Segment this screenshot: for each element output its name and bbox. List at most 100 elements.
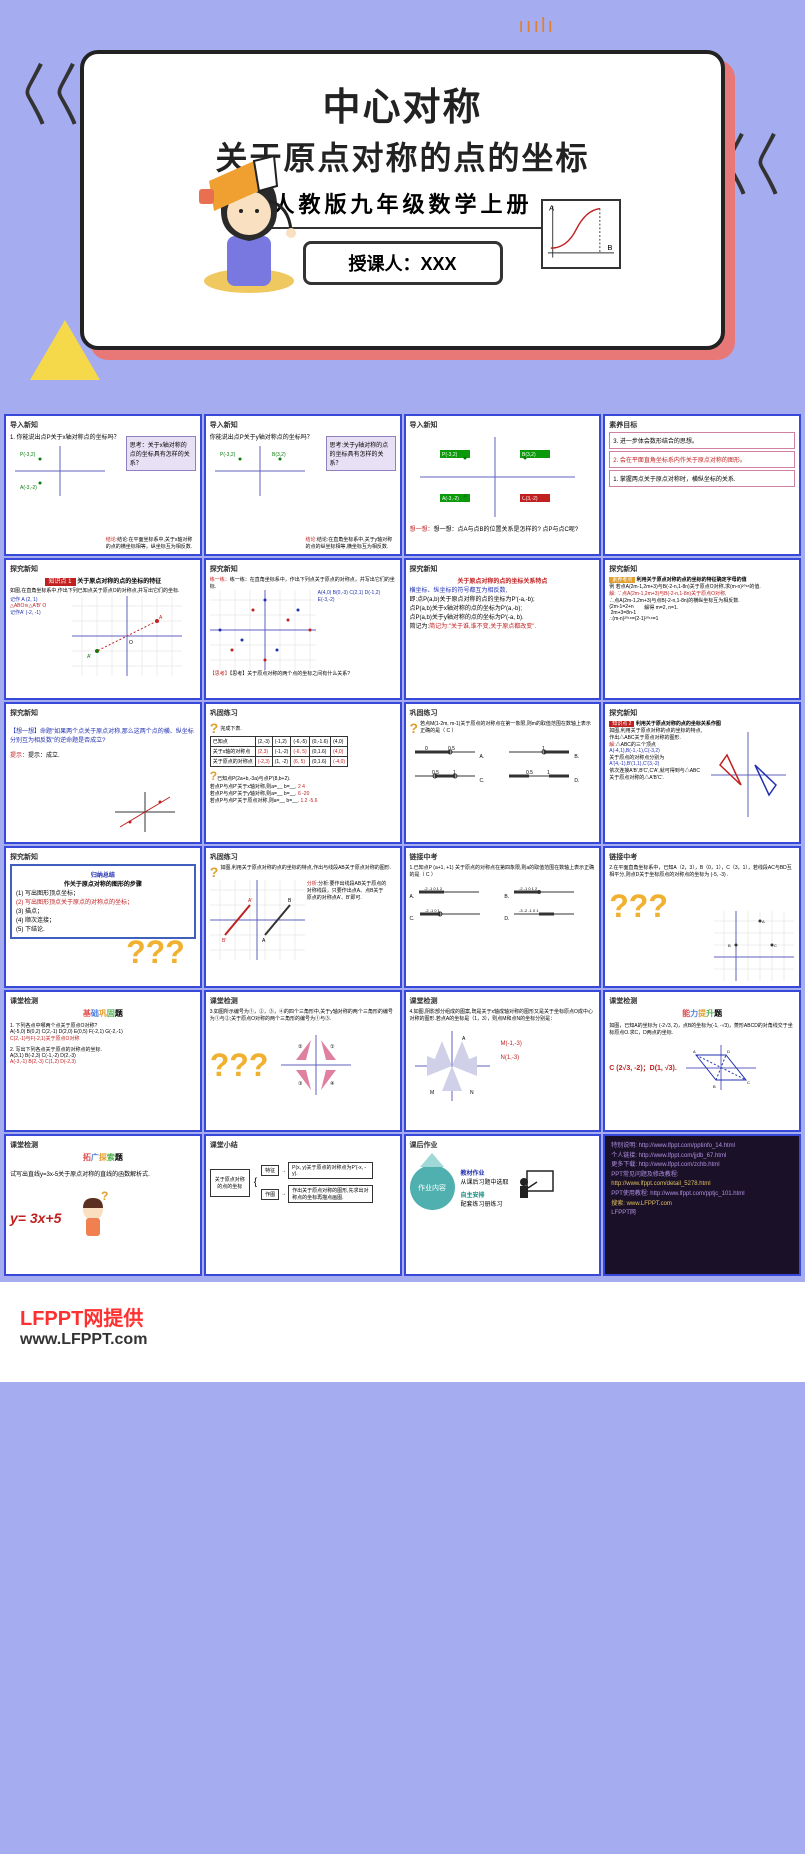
- svg-text:P(-3,2): P(-3,2): [220, 452, 236, 458]
- section-title: 能力提升题: [609, 1008, 795, 1019]
- goal: 1. 掌握两点关于原点对称时，横纵坐标的关系.: [609, 470, 795, 487]
- think-box: 思考：关于x轴对称的点的坐标具有怎样的关系？: [126, 436, 196, 471]
- svg-text:B: B: [728, 943, 731, 948]
- slide: 探究新知 【想一想】命题"如果两个点关于原点对称,那么这两个点的横、纵坐标分别互…: [4, 702, 202, 844]
- text: 如图,利用关于原点对称的点的坐标的特点,作出△ABC关于原点对称的图形.: [609, 727, 704, 741]
- text: 若点M(1-2m, m-1)关于原点的对称点在第一象限,则m的取值范围在数轴上表…: [420, 720, 595, 736]
- svg-text:P(-3,2): P(-3,2): [20, 452, 36, 458]
- think-text: 想一想：想一想：点A与点B的位置关系是怎样的? 点P与点C呢?: [410, 524, 596, 533]
- coord-chart: P(-3,2) B(3,2): [210, 441, 310, 501]
- analysis: 分析:分析:要作出线段AB关于原点的对称线段，只要作出点A、点B关于原点的对称点…: [307, 880, 387, 960]
- slide: 探究新知 归纳总结 作关于原点对称的图形的步骤 (1) 写出图形顶点坐标； (2…: [4, 846, 202, 988]
- step: (1) 写出图形顶点坐标；: [16, 888, 190, 897]
- hero-banner: ııılı 〳〵〳〵 〳〵〳〵 〳〵〳〵 :::::: 中心对称 关于原点对称的…: [0, 0, 805, 410]
- coord-chart: [706, 727, 791, 822]
- slide-heading: 课后作业: [410, 1140, 596, 1150]
- slide: 链接中考 1.已知点P (a+1, +1) 关于原点的对称点在第四象限,则a的取…: [404, 846, 602, 988]
- svg-text:-2 -1 0 1 2: -2 -1 0 1 2: [519, 886, 538, 891]
- text: 练一练：练一练：在直角坐标系中，作出下列点关于原点的对称点，并写出它们的坐标.: [210, 576, 396, 590]
- title: 关于原点对称的点的坐标关系特点: [410, 576, 596, 585]
- slide: 巩固练习 ?若点M(1-2m, m-1)关于原点的对称点在第一象限,则m的取值范…: [404, 702, 602, 844]
- svg-text:N: N: [470, 1090, 474, 1096]
- data-table: 已知点(2,-3)(-1,2)(-6,-5)(0,-1.6)(4,0) 关于x轴…: [210, 736, 348, 767]
- svg-text:B(3,2): B(3,2): [272, 452, 286, 458]
- text: 即:点P(a,b)关于原点对称的点的坐标为P'(-a,-b);: [410, 594, 596, 603]
- thinking-boy-icon: ?: [71, 1190, 116, 1245]
- question-icon: ?: [210, 864, 219, 880]
- box-title: 归纳总结: [16, 870, 190, 879]
- slide-heading: 素养目标: [609, 420, 795, 430]
- teacher-icon: [515, 1168, 555, 1208]
- svg-text:C: C: [747, 1080, 750, 1085]
- slide-heading: 导入新知: [10, 420, 196, 430]
- text: 解: ∵点A(2m-1,2m+3)与B(-2-n,1-8n)关于原点O对称,: [609, 590, 795, 597]
- title: 作关于原点对称的图形的步骤: [16, 879, 190, 888]
- answer: N(1,-3): [501, 1055, 522, 1061]
- svg-text:④: ④: [330, 1081, 335, 1087]
- coord-chart: ① ② ③ ④: [276, 1030, 356, 1100]
- coord-chart: P(-3,2) B(3,2) A(-3,-2) C(3,-2): [410, 432, 580, 522]
- slide-heading: 链接中考: [410, 852, 596, 862]
- link-text: 特别说明: http://www.lfppt.com/pptinfo_14.ht…: [611, 1142, 793, 1152]
- section-title: 拓广探索题: [10, 1152, 196, 1163]
- svg-text:①: ①: [330, 1044, 335, 1050]
- slide: 课堂检测 能力提升题 如图，已知A的坐标为 (-2√3, 2)，点B的坐标为(-…: [603, 990, 801, 1132]
- text: 试写出直线y=3x-5关于原点对称的直线的函数解析式.: [10, 1169, 196, 1178]
- text: 如图,在直角坐标系中,作出下列已知点关于原点O的对称点,并写出它们的坐标.: [10, 587, 196, 594]
- coord-chart: A A' O: [72, 596, 182, 676]
- svg-text:M: M: [430, 1090, 434, 1096]
- goal: 2. 会在平面直角坐标系内作关于原点对称的图形。: [609, 451, 795, 468]
- svg-text:O: O: [129, 640, 133, 646]
- slide: 课堂检测 3.如图所示编号为①，②，③，④的四个三角形中,关于y轴对称的两个三角…: [204, 990, 402, 1132]
- svg-text:③: ③: [298, 1081, 303, 1087]
- text: 教材作业: [461, 1168, 509, 1177]
- zigzag-icon: 〳〵〳〵: [20, 70, 84, 116]
- slide: 巩固练习 ?完成下表. 已知点(2,-3)(-1,2)(-6,-5)(0,-1.…: [204, 702, 402, 844]
- slide: 导入新知 P(-3,2) B(3,2) A(-3,-2) C(3,-2) 想一想…: [404, 414, 602, 556]
- goal: 3. 进一步体会数形结合的思想。: [609, 432, 795, 449]
- slide-links: 特别说明: http://www.lfppt.com/pptinfo_14.ht…: [603, 1134, 801, 1276]
- svg-text:0.5: 0.5: [448, 746, 455, 752]
- text: 若点P与点P'关于y轴对称,则a=__ b=__. 6 -20: [210, 790, 396, 797]
- text: 配套练习册练习: [461, 1199, 509, 1208]
- slide: 课堂检测 拓广探索题 试写出直线y=3x-5关于原点对称的直线的函数解析式. y…: [4, 1134, 202, 1276]
- question-marks-icon: ???: [210, 1047, 269, 1084]
- answer: C (2√3, -2)；D(1, √3).: [609, 1063, 677, 1073]
- option: 0.51D.: [504, 764, 595, 784]
- link-text: http://www.lfppt.com/detail_5278.html: [611, 1180, 793, 1190]
- text: 从课后习题中选取: [461, 1177, 509, 1186]
- text: 依次连接A'B',B'C',C'A',就可得到与△ABC关于原点对称的△A'B'…: [609, 767, 704, 781]
- text: 记作 A (2, 1): [10, 596, 70, 603]
- diagram: [105, 787, 185, 837]
- answer: y= 3x+5: [10, 1210, 61, 1226]
- slide-heading: 巩固练习: [210, 852, 396, 862]
- answer: A(-3,-1) B(2,-3) C(1,2) D(-2,3): [10, 1059, 196, 1065]
- svg-text:②: ②: [298, 1044, 303, 1050]
- text: 完成下表.: [220, 725, 241, 732]
- slide: 链接中考 2.在平面直角坐标系中，已知A（2，3），B（0，1），C（3，1），…: [603, 846, 801, 988]
- hint-label: 提示：: [10, 753, 28, 759]
- section-title: 基础巩固题: [10, 1008, 196, 1019]
- slide-heading: 探究新知: [210, 564, 396, 574]
- slide-heading: 导入新知: [410, 420, 596, 430]
- slide-heading: 课堂检测: [10, 1140, 196, 1150]
- think-box: 思考:关于y轴对称的点的坐标具有怎样的关系？: [326, 436, 396, 471]
- text: 例 若点A(2m-1,2m+3)与B(-2-n,1-8n)关于原点O对称,求(m…: [609, 583, 795, 590]
- points: A(4,0) B(0,-3) C(2,1) D(-1,2) E(-3,-2): [318, 590, 396, 670]
- svg-text:?: ?: [101, 1190, 108, 1203]
- answer: C(2,-1)与F(-2,1)关于原点O对称: [10, 1035, 196, 1042]
- svg-text:B: B: [607, 243, 612, 252]
- question-marks-icon: ???: [126, 934, 185, 971]
- answer: M(-1,-3): [501, 1041, 522, 1047]
- footer-brand: LFPPT网提供 www.LFPPT.com: [0, 1282, 805, 1382]
- think-text: 【想一想】命题"如果两个点关于原点对称,那么这两个点的横、纵坐标分别互为相反数"…: [10, 726, 196, 744]
- svg-text:P(-3,2): P(-3,2): [442, 452, 458, 458]
- svg-text:D: D: [727, 1049, 730, 1054]
- slide-heading: 巩固练习: [410, 708, 596, 718]
- slide-heading: 探究新知: [410, 564, 596, 574]
- step: (3) 描点；: [16, 906, 190, 915]
- svg-text:A: A: [159, 615, 163, 621]
- rhombus-chart: ABCD: [681, 1040, 761, 1095]
- mini-chart-icon: AB: [541, 199, 621, 269]
- text: 2. 写出下列各点关于原点的对称点的坐标.: [10, 1046, 196, 1053]
